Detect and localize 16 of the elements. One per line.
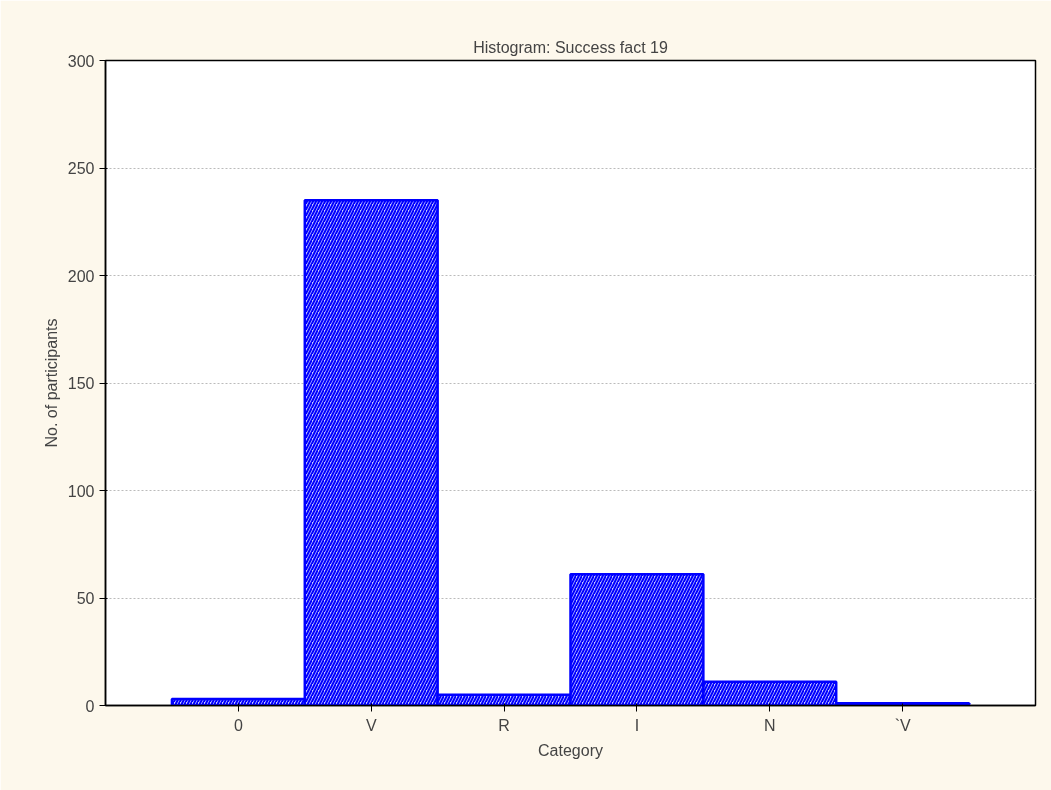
x-tick-label: I bbox=[634, 716, 640, 734]
y-tick-label: 250 bbox=[67, 160, 95, 177]
x-tick-label: V bbox=[365, 716, 377, 734]
x-tick-label: N bbox=[764, 716, 776, 734]
y-tick-label: 200 bbox=[67, 267, 95, 285]
x-tick-label: 0 bbox=[233, 716, 243, 734]
y-tick-label: 50 bbox=[76, 590, 95, 607]
x-tick-label: `V bbox=[894, 716, 911, 734]
y-tick-label: 100 bbox=[67, 482, 95, 500]
y-tick-label: 0 bbox=[85, 697, 95, 715]
y-axis-title: No. of participants bbox=[42, 318, 60, 448]
chart-title: Histogram: Success fact 19 bbox=[473, 38, 668, 56]
x-tick-label: R bbox=[498, 716, 510, 734]
y-tick-label: 300 bbox=[67, 52, 95, 70]
x-axis-title: Category bbox=[538, 741, 603, 759]
y-tick-label: 150 bbox=[67, 375, 95, 392]
